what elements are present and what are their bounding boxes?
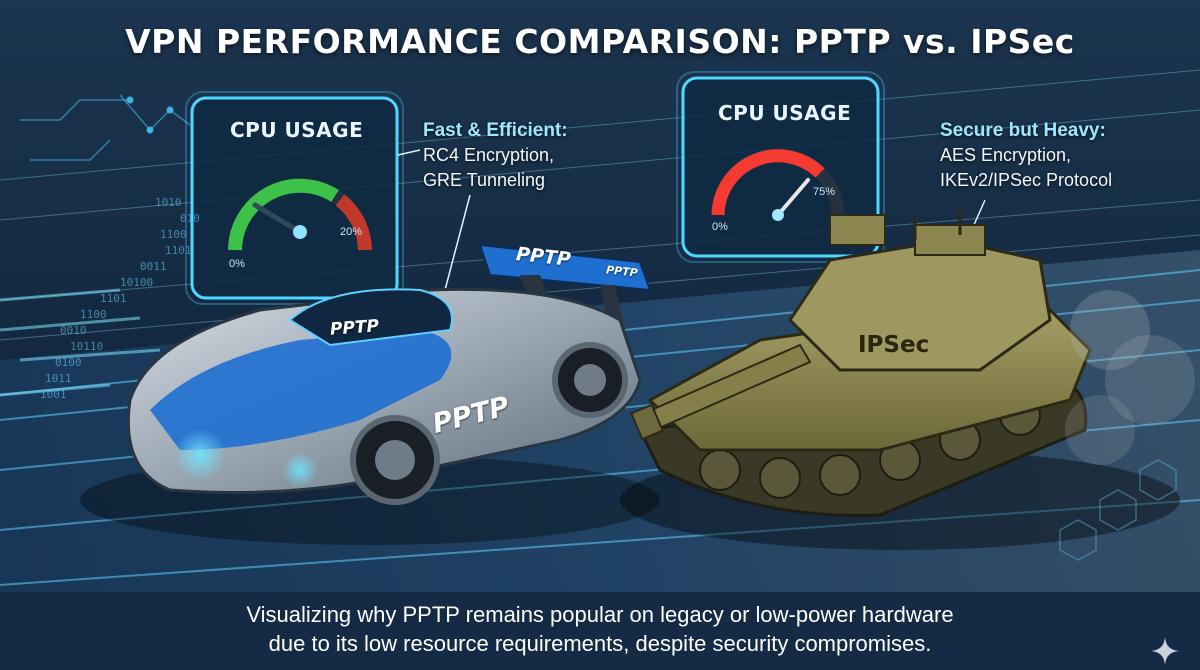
binary-line: 010 xyxy=(180,212,200,225)
pptp-note-line: GRE Tunneling xyxy=(423,170,546,190)
caption: Visualizing why PPTP remains popular on … xyxy=(0,600,1200,658)
ipsec-note-heading: Secure but Heavy: xyxy=(940,120,1106,141)
pptp-race-car xyxy=(80,243,660,545)
caption-bar xyxy=(0,592,1200,670)
binary-line: 10100 xyxy=(120,276,154,289)
pptp-note-heading: Fast & Efficient: xyxy=(423,120,568,141)
pptp-gauge-min: 0% xyxy=(229,258,245,270)
binary-line: 1010 xyxy=(155,196,182,209)
ipsec-note: Secure but Heavy: AES Encryption, IKEv2/… xyxy=(940,118,1112,193)
binary-line: 10110 xyxy=(70,340,104,353)
caption-line: due to its low resource requirements, de… xyxy=(268,631,932,656)
pptp-note-line: RC4 Encryption, xyxy=(423,145,555,165)
binary-decoration: 1010 010 1100 1101 0011 10100 1101 1100 … xyxy=(40,195,200,403)
ipsec-note-line: AES Encryption, xyxy=(940,145,1072,165)
binary-line: 1100 xyxy=(80,308,107,321)
sparkle-icon xyxy=(1151,637,1179,665)
ipsec-note-line: IKEv2/IPSec Protocol xyxy=(940,170,1113,190)
pptp-gauge-label: CPU USAGE xyxy=(230,118,364,142)
binary-line: 0100 xyxy=(55,356,82,369)
ipsec-gauge-value: 75% xyxy=(813,186,836,198)
ipsec-gauge-label: CPU USAGE xyxy=(718,101,852,125)
binary-line: 1101 xyxy=(100,292,127,305)
binary-line: 1101 xyxy=(165,244,192,257)
ipsec-tank xyxy=(620,210,1195,550)
ipsec-gauge-min: 0% xyxy=(712,221,728,233)
caption-line: Visualizing why PPTP remains popular on … xyxy=(246,602,954,627)
binary-line: 1001 xyxy=(40,388,67,401)
binary-line: 0011 xyxy=(140,260,167,273)
page-title: VPN PERFORMANCE COMPARISON: PPTP vs. IPS… xyxy=(125,22,1075,61)
binary-line: 1100 xyxy=(160,228,187,241)
pptp-hood-label: PPTP xyxy=(329,316,380,340)
ipsec-tank-label: IPSec xyxy=(858,332,930,358)
binary-line: 1011 xyxy=(45,372,72,385)
binary-line: 0010 xyxy=(60,324,87,337)
pptp-gauge-value: 20% xyxy=(340,226,363,238)
pptp-note: Fast & Efficient: RC4 Encryption, GRE Tu… xyxy=(423,118,568,193)
